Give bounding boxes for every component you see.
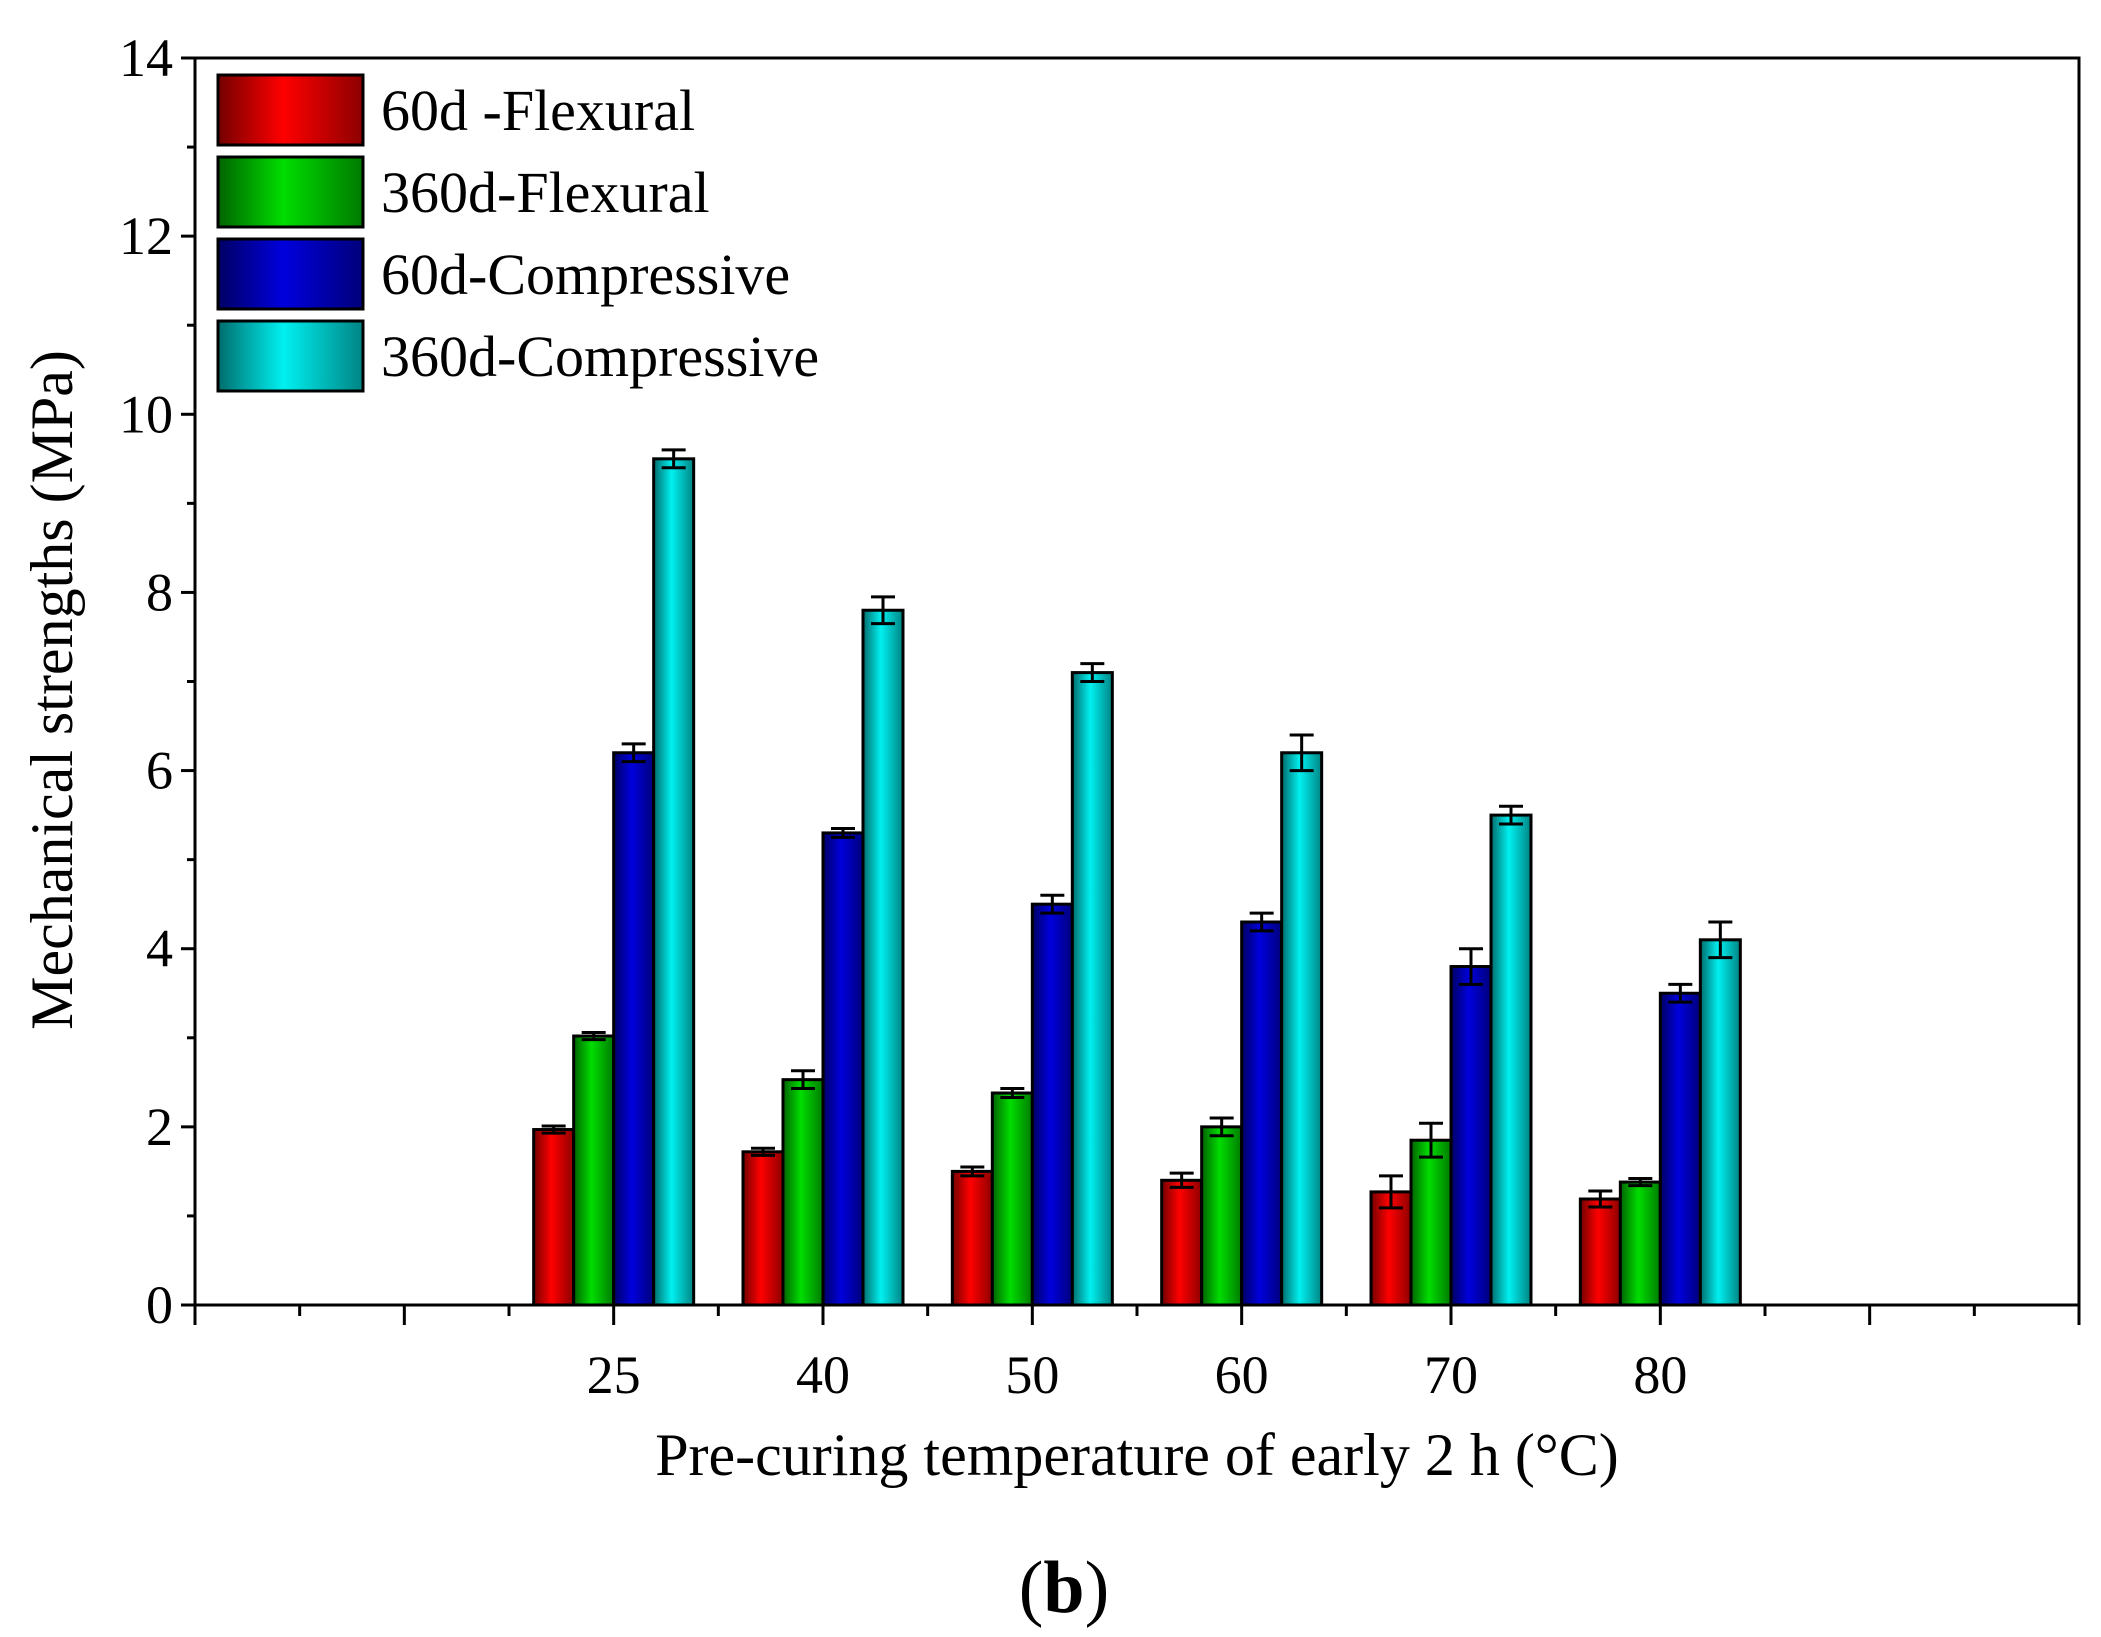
x-tick-label: 40	[796, 1345, 850, 1405]
error-bar	[1588, 1189, 1613, 1209]
legend-label: 60d -Flexural	[381, 78, 695, 143]
error-bar	[1040, 893, 1065, 915]
bars	[532, 448, 1742, 1307]
bar	[781, 1078, 825, 1307]
y-tick-label: 4	[146, 919, 173, 979]
error-bar	[751, 1146, 775, 1157]
error-bar	[1499, 804, 1523, 826]
bar	[1698, 938, 1742, 1307]
bar	[950, 1169, 994, 1307]
bar	[1578, 1197, 1622, 1307]
error-bar	[1459, 947, 1483, 986]
bar	[1658, 991, 1702, 1307]
bar	[990, 1091, 1034, 1307]
x-tick-label: 80	[1633, 1345, 1687, 1405]
panel-label-open: (	[1019, 1547, 1044, 1629]
error-bar	[1289, 733, 1314, 773]
bar	[821, 831, 865, 1307]
bar	[612, 751, 656, 1307]
error-bar	[581, 1030, 606, 1042]
x-axis: 25 40 50 60 70 80	[193, 1305, 2081, 1405]
y-axis-title: Mechanical strengths (MPa)	[19, 350, 85, 1030]
legend-swatch	[216, 155, 365, 229]
panel-label-close: )	[1085, 1547, 1110, 1629]
y-tick-label: 2	[146, 1097, 173, 1157]
legend-label: 360d-Compressive	[381, 324, 819, 389]
bar	[861, 608, 905, 1307]
error-bar	[621, 742, 646, 764]
x-axis-title: Pre-curing temperature of early 2 h (°C)	[655, 1422, 1619, 1488]
y-tick-label: 8	[146, 562, 173, 622]
error-bar	[960, 1165, 985, 1178]
y-tick-label: 0	[146, 1275, 173, 1335]
error-bar	[871, 595, 895, 626]
y-tick-label: 6	[146, 741, 173, 801]
error-bar	[831, 826, 855, 839]
error-bar	[1080, 662, 1105, 683]
bar	[572, 1034, 616, 1307]
x-tick-label: 70	[1424, 1345, 1478, 1405]
error-bar	[1668, 982, 1693, 1004]
y-tick-label: 12	[119, 206, 173, 266]
y-tick-label: 10	[119, 384, 173, 444]
bar	[1618, 1180, 1662, 1307]
legend-swatch	[216, 237, 365, 311]
bar	[1409, 1138, 1453, 1307]
error-bar	[791, 1069, 815, 1091]
panel-label-letter: b	[1043, 1547, 1084, 1629]
error-bar	[1419, 1121, 1443, 1159]
error-bar	[1209, 1116, 1234, 1138]
error-bar	[1169, 1171, 1194, 1189]
bar	[1369, 1190, 1413, 1307]
error-bar	[1379, 1174, 1403, 1210]
error-bar	[1628, 1177, 1653, 1188]
y-tick-label: 14	[119, 28, 173, 88]
bar	[1280, 751, 1324, 1307]
error-bar	[541, 1124, 566, 1135]
bar	[1200, 1125, 1244, 1307]
legend-label: 60d-Compressive	[381, 242, 790, 307]
error-bar	[1249, 911, 1274, 933]
legend-swatch	[216, 73, 365, 147]
error-bar	[661, 448, 686, 470]
bar	[652, 457, 696, 1307]
bar	[1489, 813, 1533, 1307]
bar	[1160, 1178, 1204, 1307]
bar	[1030, 902, 1074, 1307]
bar	[741, 1150, 785, 1307]
legend: 60d -Flexural 360d-Flexural 60d-Compressiv…	[216, 73, 819, 393]
x-tick-label: 50	[1005, 1345, 1059, 1405]
panel-label: (b)	[1019, 1547, 1109, 1629]
bar	[1070, 671, 1114, 1307]
error-bar	[1000, 1087, 1025, 1099]
bar	[1240, 920, 1284, 1307]
x-tick-label: 60	[1215, 1345, 1269, 1405]
legend-swatch	[216, 319, 365, 393]
y-axis: 0 2 4 6 8 10 12 14	[119, 28, 195, 1335]
bar	[532, 1128, 576, 1307]
x-tick-label: 25	[587, 1345, 641, 1405]
bar	[1449, 965, 1493, 1307]
legend-label: 360d-Flexural	[381, 160, 710, 225]
error-bar	[1708, 920, 1733, 960]
